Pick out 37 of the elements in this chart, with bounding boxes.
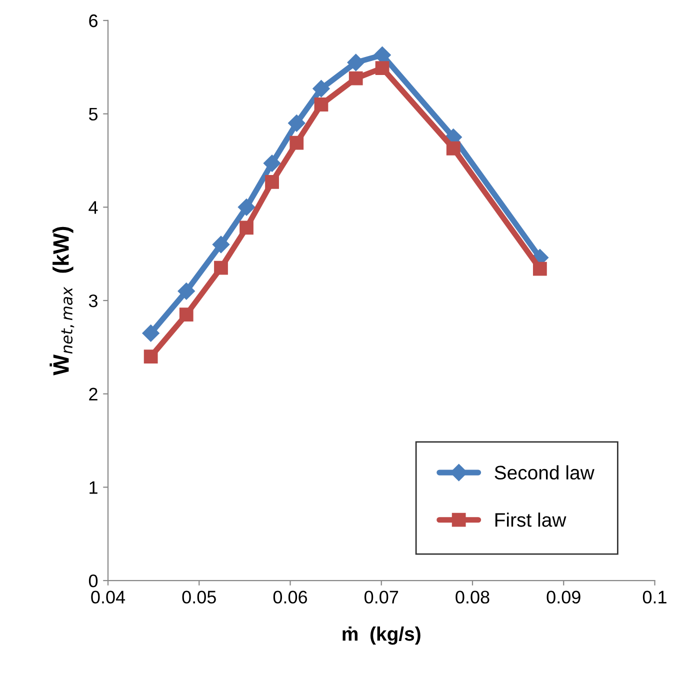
- y-tick-label: 2: [89, 388, 98, 400]
- point: [144, 350, 158, 364]
- x-tick-label: 0.07: [364, 590, 398, 604]
- x-axis-title: ṁ (kg/s): [342, 626, 420, 645]
- point: [348, 71, 363, 86]
- y-tick-label: 5: [88, 108, 98, 121]
- point: [238, 198, 256, 216]
- point: [314, 98, 328, 112]
- x-tick-label: 0.08: [456, 590, 490, 604]
- y-axis-title: Ẇ$_{net,max}$ (kW): [50, 226, 74, 376]
- point: [290, 136, 304, 150]
- point: [265, 175, 279, 189]
- point: [179, 308, 194, 322]
- x-tick-label: 0.09: [546, 590, 580, 604]
- point: [347, 54, 364, 72]
- y-tick-label: 1: [90, 481, 98, 494]
- y-tick-label: 4: [88, 201, 98, 214]
- legend-label: First law: [495, 512, 566, 527]
- x-tick-label: 0.1: [642, 590, 666, 604]
- point: [240, 220, 254, 235]
- point: [263, 154, 281, 172]
- y-tick-label: 3: [88, 294, 98, 308]
- legend-label: Second law: [494, 465, 594, 480]
- x-tick-label: 0.04: [91, 590, 126, 604]
- point: [446, 141, 460, 156]
- y-tick-label: 0: [88, 574, 98, 588]
- point: [312, 80, 330, 98]
- point: [214, 260, 228, 275]
- y-tick-label: 6: [89, 14, 98, 28]
- point: [288, 114, 306, 132]
- point: [375, 61, 390, 76]
- point: [212, 236, 230, 254]
- x-tick-label: 0.06: [273, 590, 308, 604]
- point: [532, 262, 547, 276]
- x-tick-label: 0.05: [182, 590, 216, 604]
- point: [142, 324, 160, 342]
- point: [178, 282, 195, 300]
